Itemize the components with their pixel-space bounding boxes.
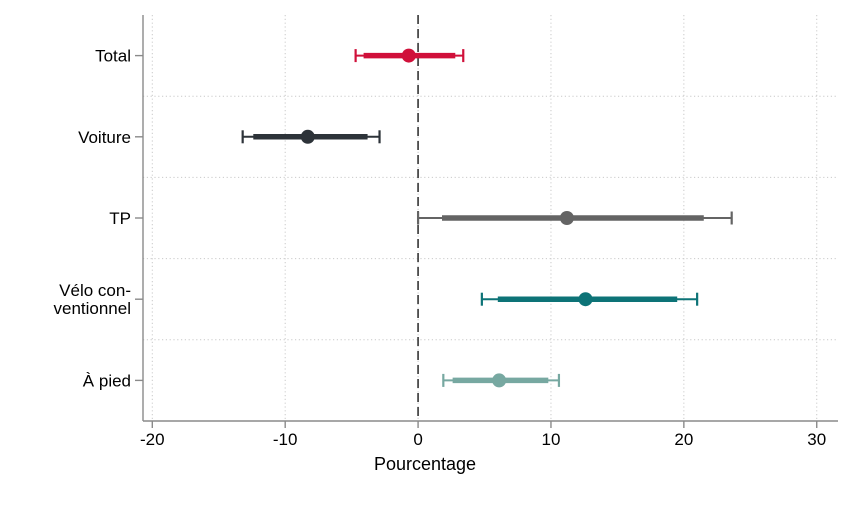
x-axis-title: Pourcentage [374, 454, 476, 474]
category-label: Total [95, 47, 131, 66]
series-row [354, 48, 465, 63]
estimate-dot [401, 48, 416, 63]
series-row [442, 373, 561, 388]
x-tick-label: 20 [674, 430, 693, 449]
category-label: ventionnel [53, 299, 131, 318]
category-label: TP [109, 209, 131, 228]
category-label: À pied [83, 371, 131, 390]
series-row [480, 292, 699, 307]
category-label: Vélo con- [59, 281, 131, 300]
estimate-dot [559, 211, 574, 225]
category-label: Voiture [78, 128, 131, 147]
series-row [416, 211, 733, 225]
estimate-dot [578, 292, 593, 307]
estimate-dot [300, 129, 315, 144]
x-tick-label: 10 [542, 430, 561, 449]
x-tick-label: 0 [413, 430, 422, 449]
x-tick-label: -10 [273, 430, 298, 449]
estimate-dot [492, 373, 507, 388]
series-row [241, 129, 381, 144]
axes: -20 -10 0 10 20 30 Total Voiture TP Vélo con-vent… [53, 15, 838, 449]
x-tick-label: 30 [807, 430, 826, 449]
x-tick-label: -20 [140, 430, 165, 449]
